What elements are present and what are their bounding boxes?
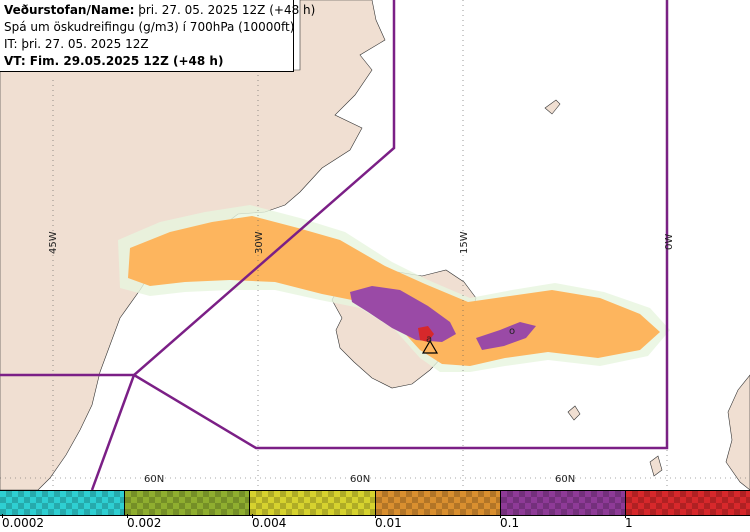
map[interactable]: 45W 30W 15W 0W 60N 60N 60N a o: [0, 0, 750, 490]
legend-swatch-cyan: [0, 491, 126, 515]
info-line-4: VT: Fim. 29.05.2025 12Z (+48 h): [4, 54, 224, 68]
volcano-triangle-icon[interactable]: [421, 339, 439, 354]
concentration-legend: 0.0002 0.002 0.004 0.01 0.1 1: [0, 490, 750, 532]
forecast-info-box: Veðurstofan/Name: þri. 27. 05. 2025 12Z …: [0, 0, 315, 72]
legend-swatch-yellow: [250, 491, 376, 515]
ash-cloud-mid-east: [476, 322, 536, 350]
info-line-3: IT: þri. 27. 05. 2025 12Z: [4, 37, 149, 51]
fir-boundary-reykjavik: [131, 0, 669, 450]
lon-label-0w: 0W: [664, 234, 675, 250]
info-line-1: Veðurstofan/Name: þri. 27. 05. 2025 12Z …: [4, 2, 315, 19]
lat-label-60n-c: 60N: [555, 474, 575, 485]
info-line-2: Spá um öskudreifingu (g/m3) í 700hPa (10…: [4, 20, 295, 34]
legend-swatch-orange: [375, 491, 501, 515]
legend-swatch-purple: [500, 491, 626, 515]
legend-color-bar: [0, 490, 750, 516]
shetland: [649, 455, 663, 477]
lon-label-30w: 30W: [254, 231, 265, 254]
legend-tick-3: 0.01: [375, 514, 402, 530]
issuer-label: Veðurstofan/Name:: [4, 3, 135, 17]
legend-tick-1: 0.002: [127, 514, 162, 530]
lon-label-45w: 45W: [48, 231, 59, 254]
graticule: [0, 0, 750, 490]
legend-tick-4: 0.1: [500, 514, 520, 530]
lat-label-60n-b: 60N: [350, 474, 370, 485]
norway-coast: [725, 374, 750, 490]
lon-label-15w: 15W: [459, 231, 470, 254]
ash-cloud-high: [418, 326, 434, 342]
issuer-value: þri. 27. 05. 2025 12Z (+48 h): [134, 3, 316, 17]
lat-label-60n-a: 60N: [144, 474, 164, 485]
legend-tick-2: 0.004: [252, 514, 287, 530]
legend-tick-0: 0.0002: [2, 514, 44, 530]
fir-boundary-southwest: [90, 374, 136, 490]
legend-swatch-red: [625, 491, 750, 515]
ash-marker-o: o: [509, 326, 515, 337]
island-jan-mayen: [544, 99, 561, 115]
island-faroe: [567, 405, 581, 421]
ash-marker-a: a: [426, 334, 432, 345]
legend-tick-5: 1: [625, 514, 633, 530]
legend-swatch-olive: [125, 491, 251, 515]
